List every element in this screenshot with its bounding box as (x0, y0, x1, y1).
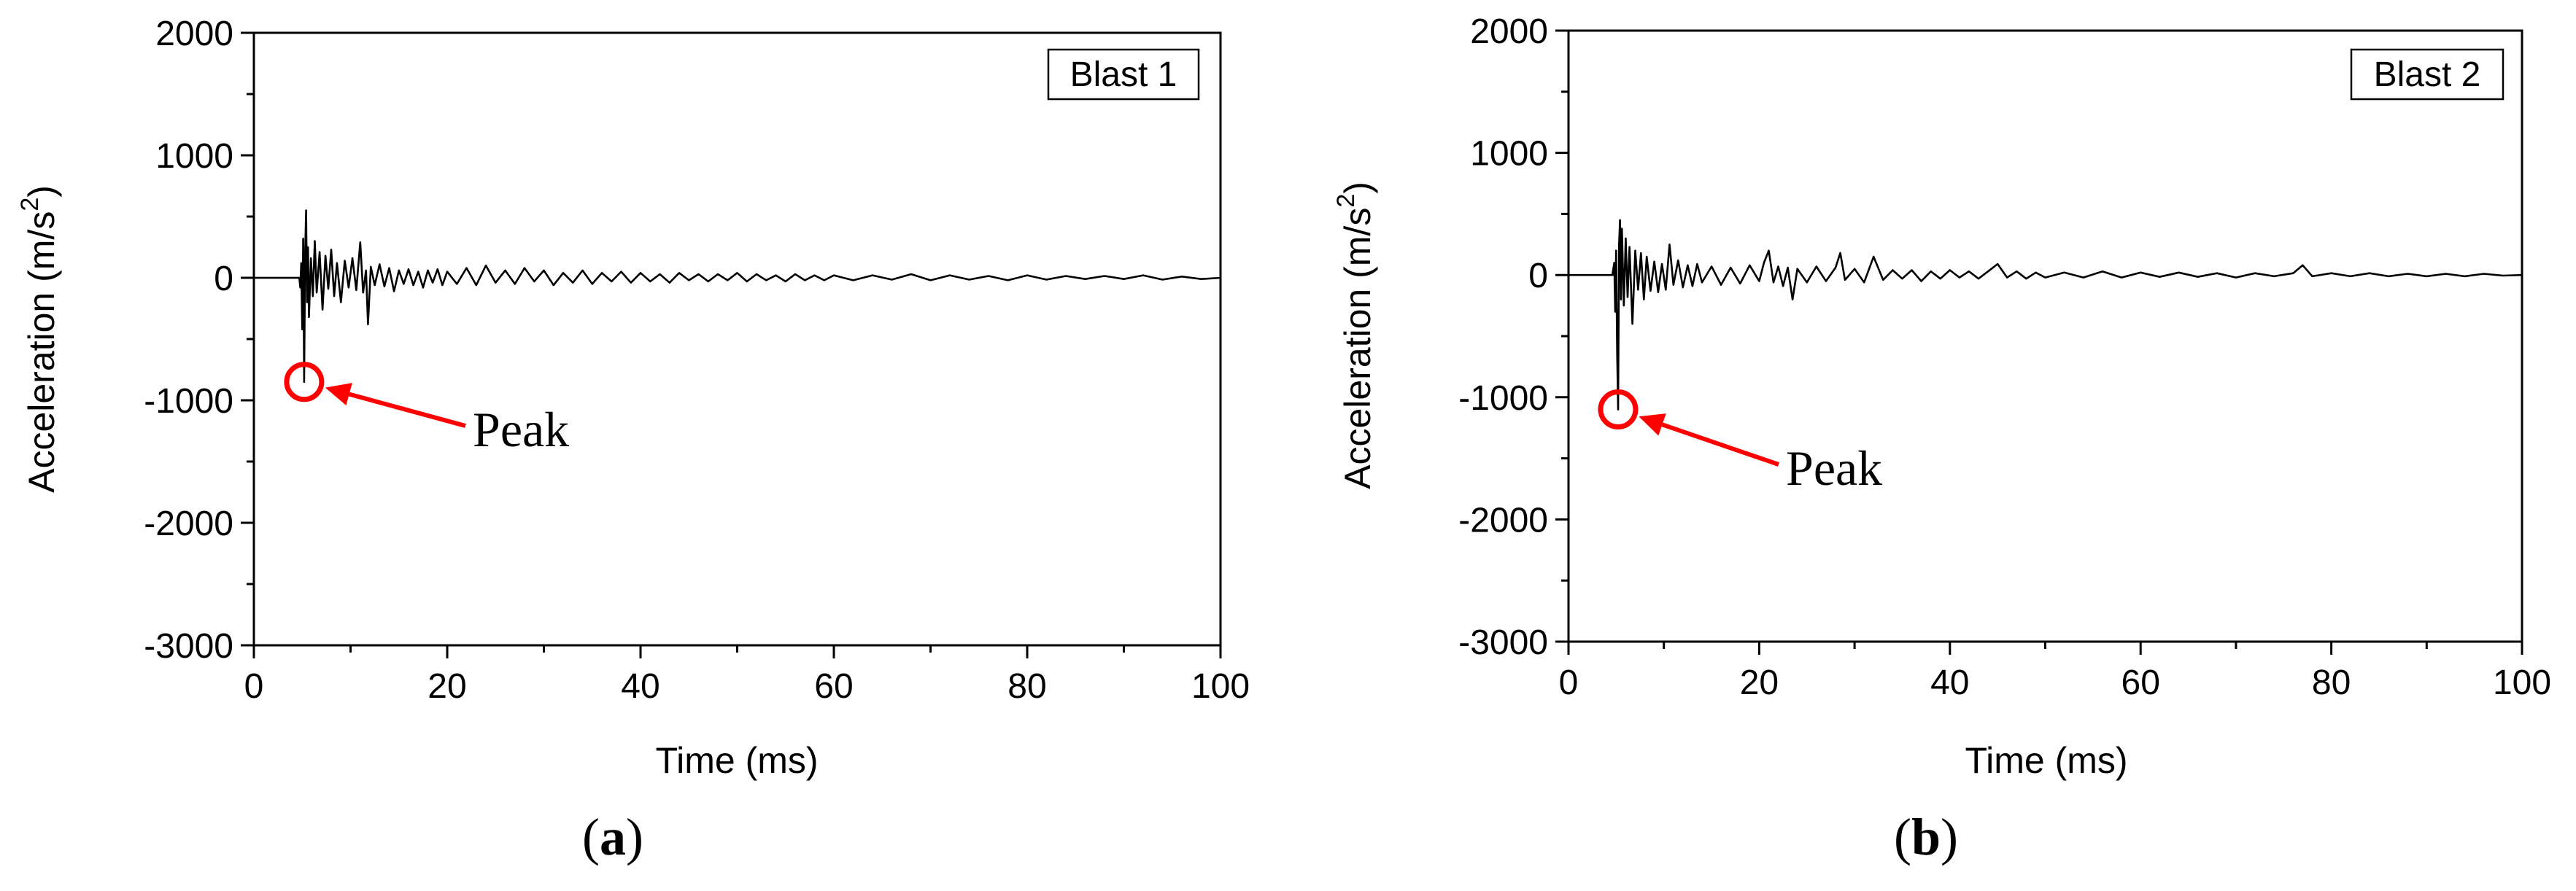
x-tick-label: 60 (2121, 664, 2160, 702)
panel-label: (a) (582, 808, 643, 866)
peak-marker (1598, 389, 1639, 430)
peak-arrow (1661, 422, 1779, 467)
panel-letter: a (600, 808, 626, 866)
peak-label: Peak (473, 402, 569, 457)
x-ticks: 0 20 40 60 80 100 (1559, 642, 2551, 702)
panel-b: -3000 -2000 -1000 0 1000 2000 0 20 40 60 80 100 Pe… (1332, 12, 2551, 866)
peak-label: Peak (1786, 440, 1882, 496)
x-axis-label: Time (ms) (1965, 740, 2127, 781)
legend-frame (2350, 48, 2505, 101)
y-tick-label: -2000 (144, 505, 233, 543)
x-tick-label: 80 (1007, 667, 1046, 706)
y-axis-label: Acceleration (m/s2) (1332, 182, 1378, 489)
legend-label: Blast 2 (2374, 55, 2481, 94)
panel-a: -3000 -2000 -1000 0 1000 2000 0 20 40 60 80 100 Pe… (16, 15, 1250, 866)
y-tick-label: -3000 (144, 627, 233, 666)
peak-arrowhead (1639, 413, 1666, 436)
y-axis-label-main: Acceleration (m/s (21, 211, 62, 493)
y-tick-label: 0 (1528, 257, 1548, 295)
peak-marker (284, 362, 325, 402)
plot-area-frame (1567, 29, 2523, 643)
x-tick-label: 0 (244, 667, 264, 706)
y-tick-label: 2000 (155, 15, 233, 53)
peak-annotation: Peak (284, 362, 569, 457)
series-line (254, 209, 1221, 384)
x-tick-label: 40 (621, 667, 660, 706)
peak-annotation: Peak (1598, 389, 1882, 496)
y-axis-label-main: Acceleration (m/s (1337, 208, 1378, 489)
y-axis-label-sup: 2 (1332, 194, 1360, 208)
x-tick-label: 20 (428, 667, 466, 706)
legend-frame (1047, 48, 1200, 101)
x-tick-label: 100 (2493, 664, 2551, 702)
y-axis-label-close: ) (21, 185, 62, 198)
y-tick-label: 1000 (155, 137, 233, 176)
y-tick-label: -2000 (1458, 501, 1548, 540)
legend-label: Blast 1 (1070, 55, 1177, 94)
x-ticks: 0 20 40 60 80 100 (244, 645, 1250, 706)
x-axis-label: Time (ms) (655, 740, 818, 781)
y-axis-label-sup: 2 (16, 198, 44, 211)
y-tick-label: 0 (214, 260, 233, 298)
peak-arrowhead (325, 383, 352, 406)
y-tick-label: -1000 (144, 382, 233, 421)
plot-area-frame (252, 31, 1222, 647)
panel-letter: b (1911, 808, 1941, 866)
y-axis-label: Acceleration (m/s2) (16, 185, 62, 493)
x-tick-label: 60 (814, 667, 853, 706)
x-tick-label: 40 (1930, 664, 1969, 702)
y-ticks: -3000 -2000 -1000 0 1000 2000 (144, 15, 254, 666)
y-tick-label: -1000 (1458, 379, 1548, 418)
y-axis-label-close: ) (1337, 182, 1378, 194)
y-ticks: -3000 -2000 -1000 0 1000 2000 (1458, 12, 1569, 662)
x-tick-label: 80 (2312, 664, 2351, 702)
peak-arrow (348, 392, 466, 428)
legend-box: Blast 1 (1047, 48, 1200, 101)
y-tick-label: -3000 (1458, 623, 1548, 662)
x-tick-label: 0 (1559, 664, 1579, 702)
x-tick-label: 20 (1740, 664, 1779, 702)
series-line (1569, 219, 2523, 411)
panel-label: (b) (1894, 808, 1958, 866)
y-tick-label: 2000 (1470, 12, 1548, 51)
y-tick-label: 1000 (1470, 135, 1548, 174)
x-tick-label: 100 (1191, 667, 1250, 706)
legend-box: Blast 2 (2350, 48, 2505, 101)
